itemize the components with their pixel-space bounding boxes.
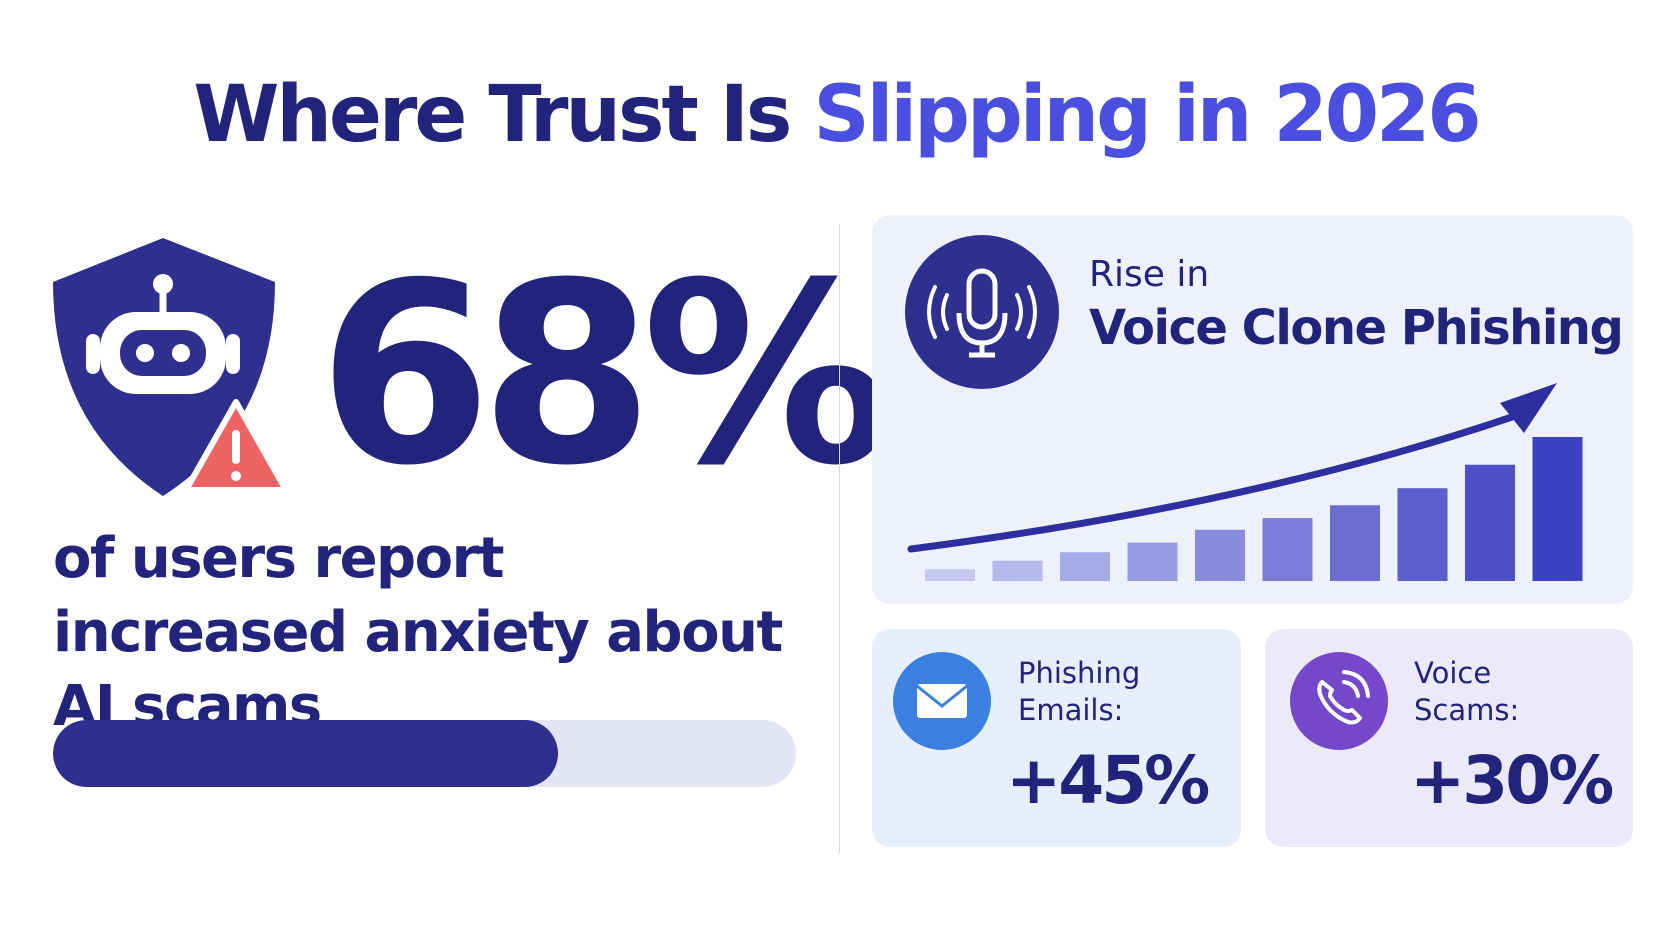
bar	[1532, 437, 1583, 581]
bar	[1127, 542, 1178, 581]
shield-icon	[53, 238, 289, 496]
card-value: +30%	[1410, 742, 1614, 819]
card-value: +45%	[1006, 742, 1210, 819]
stat-caption: of users report increased anxiety about …	[53, 526, 783, 739]
stat-value: 68%	[318, 229, 892, 520]
trend-subtitle: Rise in	[1089, 254, 1210, 295]
progress-fill	[53, 720, 559, 787]
title-start: Where Trust Is	[193, 70, 792, 160]
progress-track	[53, 720, 796, 787]
bar	[1195, 529, 1245, 581]
bar	[1060, 552, 1110, 581]
divider	[839, 224, 840, 853]
title-highlight: Slipping in 2026	[813, 70, 1482, 160]
bar	[1397, 488, 1448, 581]
trend-title: Voice Clone Phishing	[1089, 300, 1624, 356]
bar	[1465, 464, 1515, 581]
title: Where Trust Is Slipping in 2026	[0, 70, 1672, 160]
bar	[1262, 518, 1313, 581]
bar	[992, 560, 1043, 581]
card-label: Phishing Emails:	[1018, 656, 1141, 727]
mic-icon	[905, 235, 1059, 389]
bar	[925, 569, 975, 581]
mail-icon	[893, 652, 991, 750]
trend-chart	[907, 383, 1583, 581]
phone-icon	[1290, 652, 1388, 750]
card-label: Voice Scams:	[1414, 656, 1520, 727]
bar	[1330, 505, 1380, 581]
